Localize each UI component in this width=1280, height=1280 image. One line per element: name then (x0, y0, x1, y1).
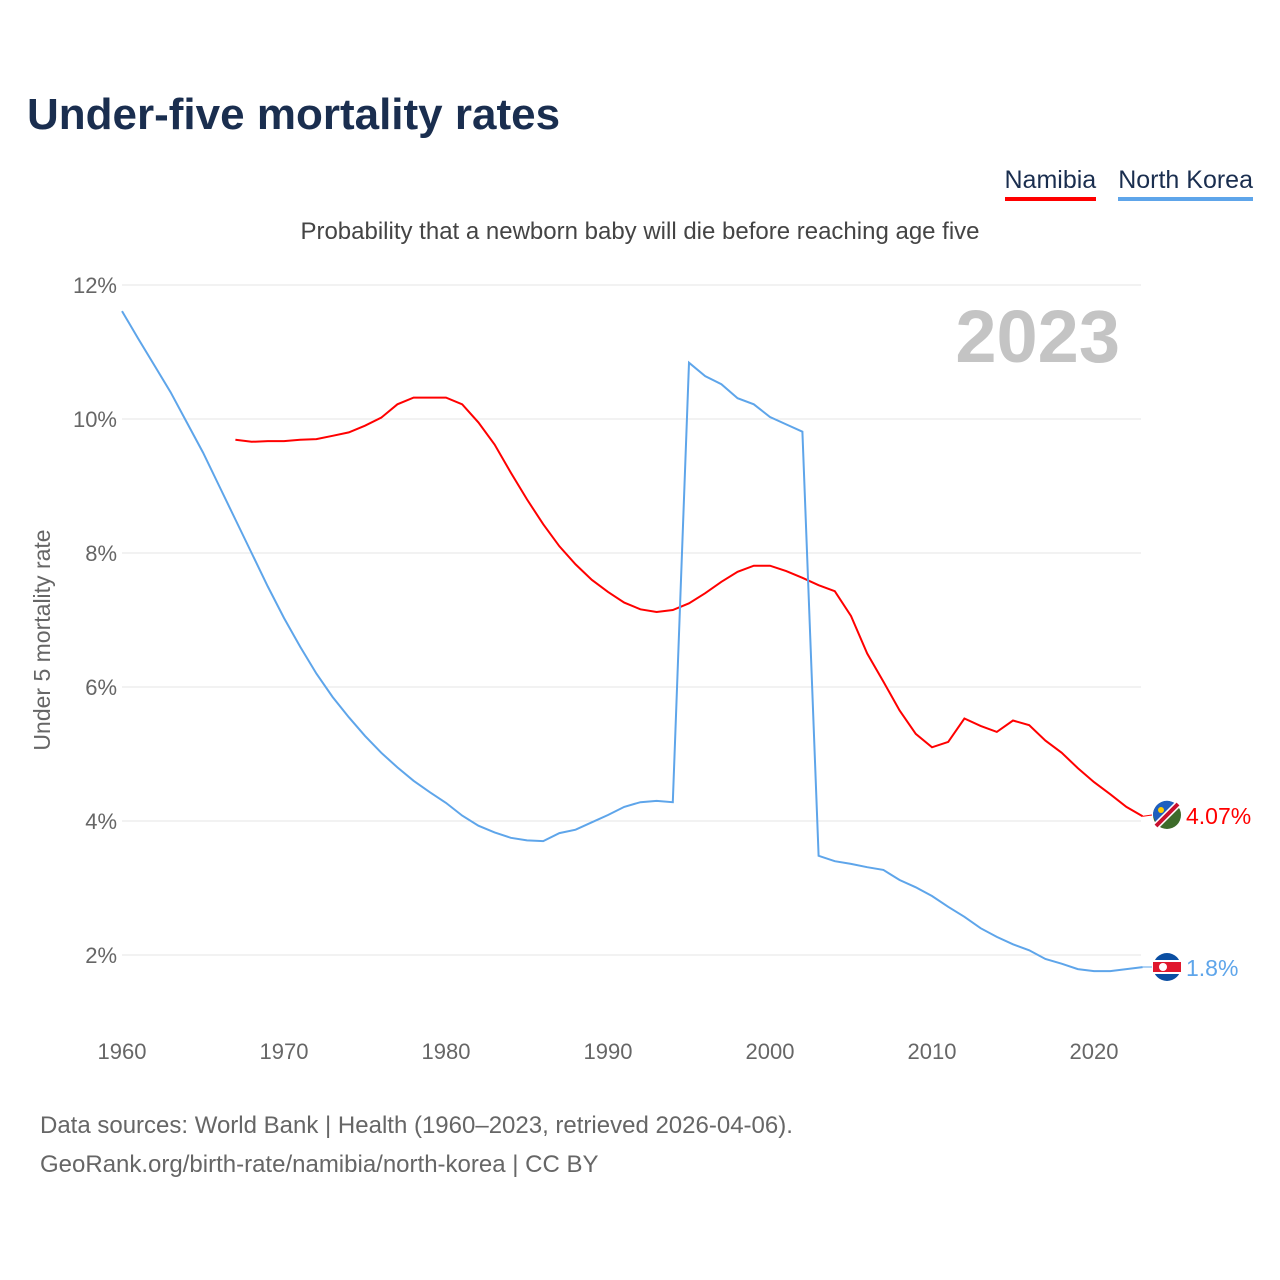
y-tick-label: 4% (85, 809, 117, 834)
y-axis-label: Under 5 mortality rate (29, 529, 55, 750)
x-tick-label: 1980 (422, 1039, 471, 1064)
y-tick-label: 6% (85, 675, 117, 700)
source-line-1: Data sources: World Bank | Health (1960–… (40, 1112, 793, 1139)
legend-item-namibia[interactable]: Namibia (1004, 166, 1097, 201)
north-korea-flag-icon (1153, 953, 1181, 981)
y-tick-label: 8% (85, 541, 117, 566)
source-note: Data sources: World Bank | Health (1960–… (40, 1106, 793, 1184)
chart-subtitle: Probability that a newborn baby will die… (300, 218, 980, 245)
x-tick-label: 1960 (98, 1039, 147, 1064)
y-tick-label: 10% (73, 407, 117, 432)
end-value-label: 1.8% (1186, 955, 1238, 981)
x-tick-label: 2010 (908, 1039, 957, 1064)
series-line-north-korea (121, 310, 1143, 973)
end-connector (1142, 814, 1153, 817)
y-tick-label: 2% (85, 943, 117, 968)
series-line-namibia (235, 396, 1144, 818)
legend-item-north-korea[interactable]: North Korea (1118, 166, 1253, 201)
namibia-flag-icon (1152, 800, 1181, 829)
x-tick-label: 1990 (584, 1039, 633, 1064)
source-line-2[interactable]: GeoRank.org/birth-rate/namibia/north-kor… (40, 1151, 599, 1178)
x-tick-label: 2000 (746, 1039, 795, 1064)
end-value-label: 4.07% (1186, 803, 1251, 829)
y-tick-label: 12% (73, 273, 117, 298)
legend: Namibia North Korea (1004, 166, 1253, 201)
chart-title: Under-five mortality rates (27, 90, 561, 139)
year-watermark: 2023 (955, 295, 1120, 378)
x-tick-label: 2020 (1070, 1039, 1119, 1064)
x-tick-label: 1970 (260, 1039, 309, 1064)
